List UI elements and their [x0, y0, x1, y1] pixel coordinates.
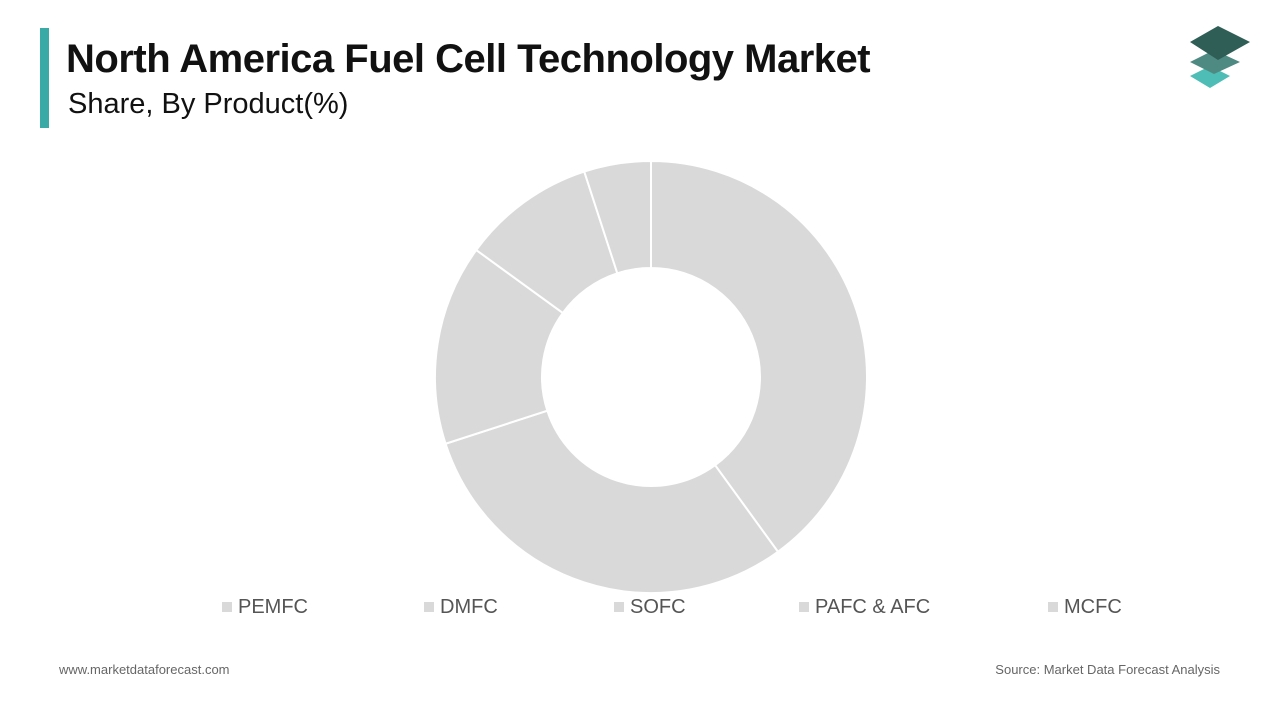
legend-item-pafc-afc: PAFC & AFC [799, 594, 930, 620]
legend-swatch [424, 602, 434, 612]
legend-swatch [1048, 602, 1058, 612]
legend-swatch [799, 602, 809, 612]
legend-item-dmfc: DMFC [424, 594, 498, 620]
legend-label: MCFC [1064, 595, 1122, 618]
legend-item-sofc: SOFC [614, 594, 686, 620]
website-url[interactable]: www.marketdataforecast.com [59, 662, 230, 677]
chart-title: North America Fuel Cell Technology Marke… [66, 37, 871, 81]
legend-item-mcfc: MCFC [1048, 594, 1122, 620]
legend-label: SOFC [630, 595, 686, 618]
legend-label: PAFC & AFC [815, 595, 931, 618]
source-note: Source: Market Data Forecast Analysis [995, 662, 1220, 677]
logo-layer-top [1190, 26, 1250, 60]
donut-slice-mcfc [582, 159, 652, 275]
donut-slice-dmfc [444, 409, 780, 594]
logo-layer-middle [1190, 50, 1240, 74]
logo-layer-bottom [1190, 66, 1230, 88]
legend-label: DMFC [440, 595, 498, 618]
legend-swatch [614, 602, 624, 612]
legend-item-pemfc: PEMFC [222, 594, 308, 620]
chart-subtitle: Share, By Product(%) [68, 88, 349, 120]
stacked-layers-icon [1190, 26, 1250, 88]
legend-swatch [222, 602, 232, 612]
donut-slice-sofc [434, 248, 565, 446]
legend-label: PEMFC [238, 595, 308, 618]
title-accent-bar [40, 28, 49, 128]
donut-slice-pemfc [650, 159, 868, 554]
